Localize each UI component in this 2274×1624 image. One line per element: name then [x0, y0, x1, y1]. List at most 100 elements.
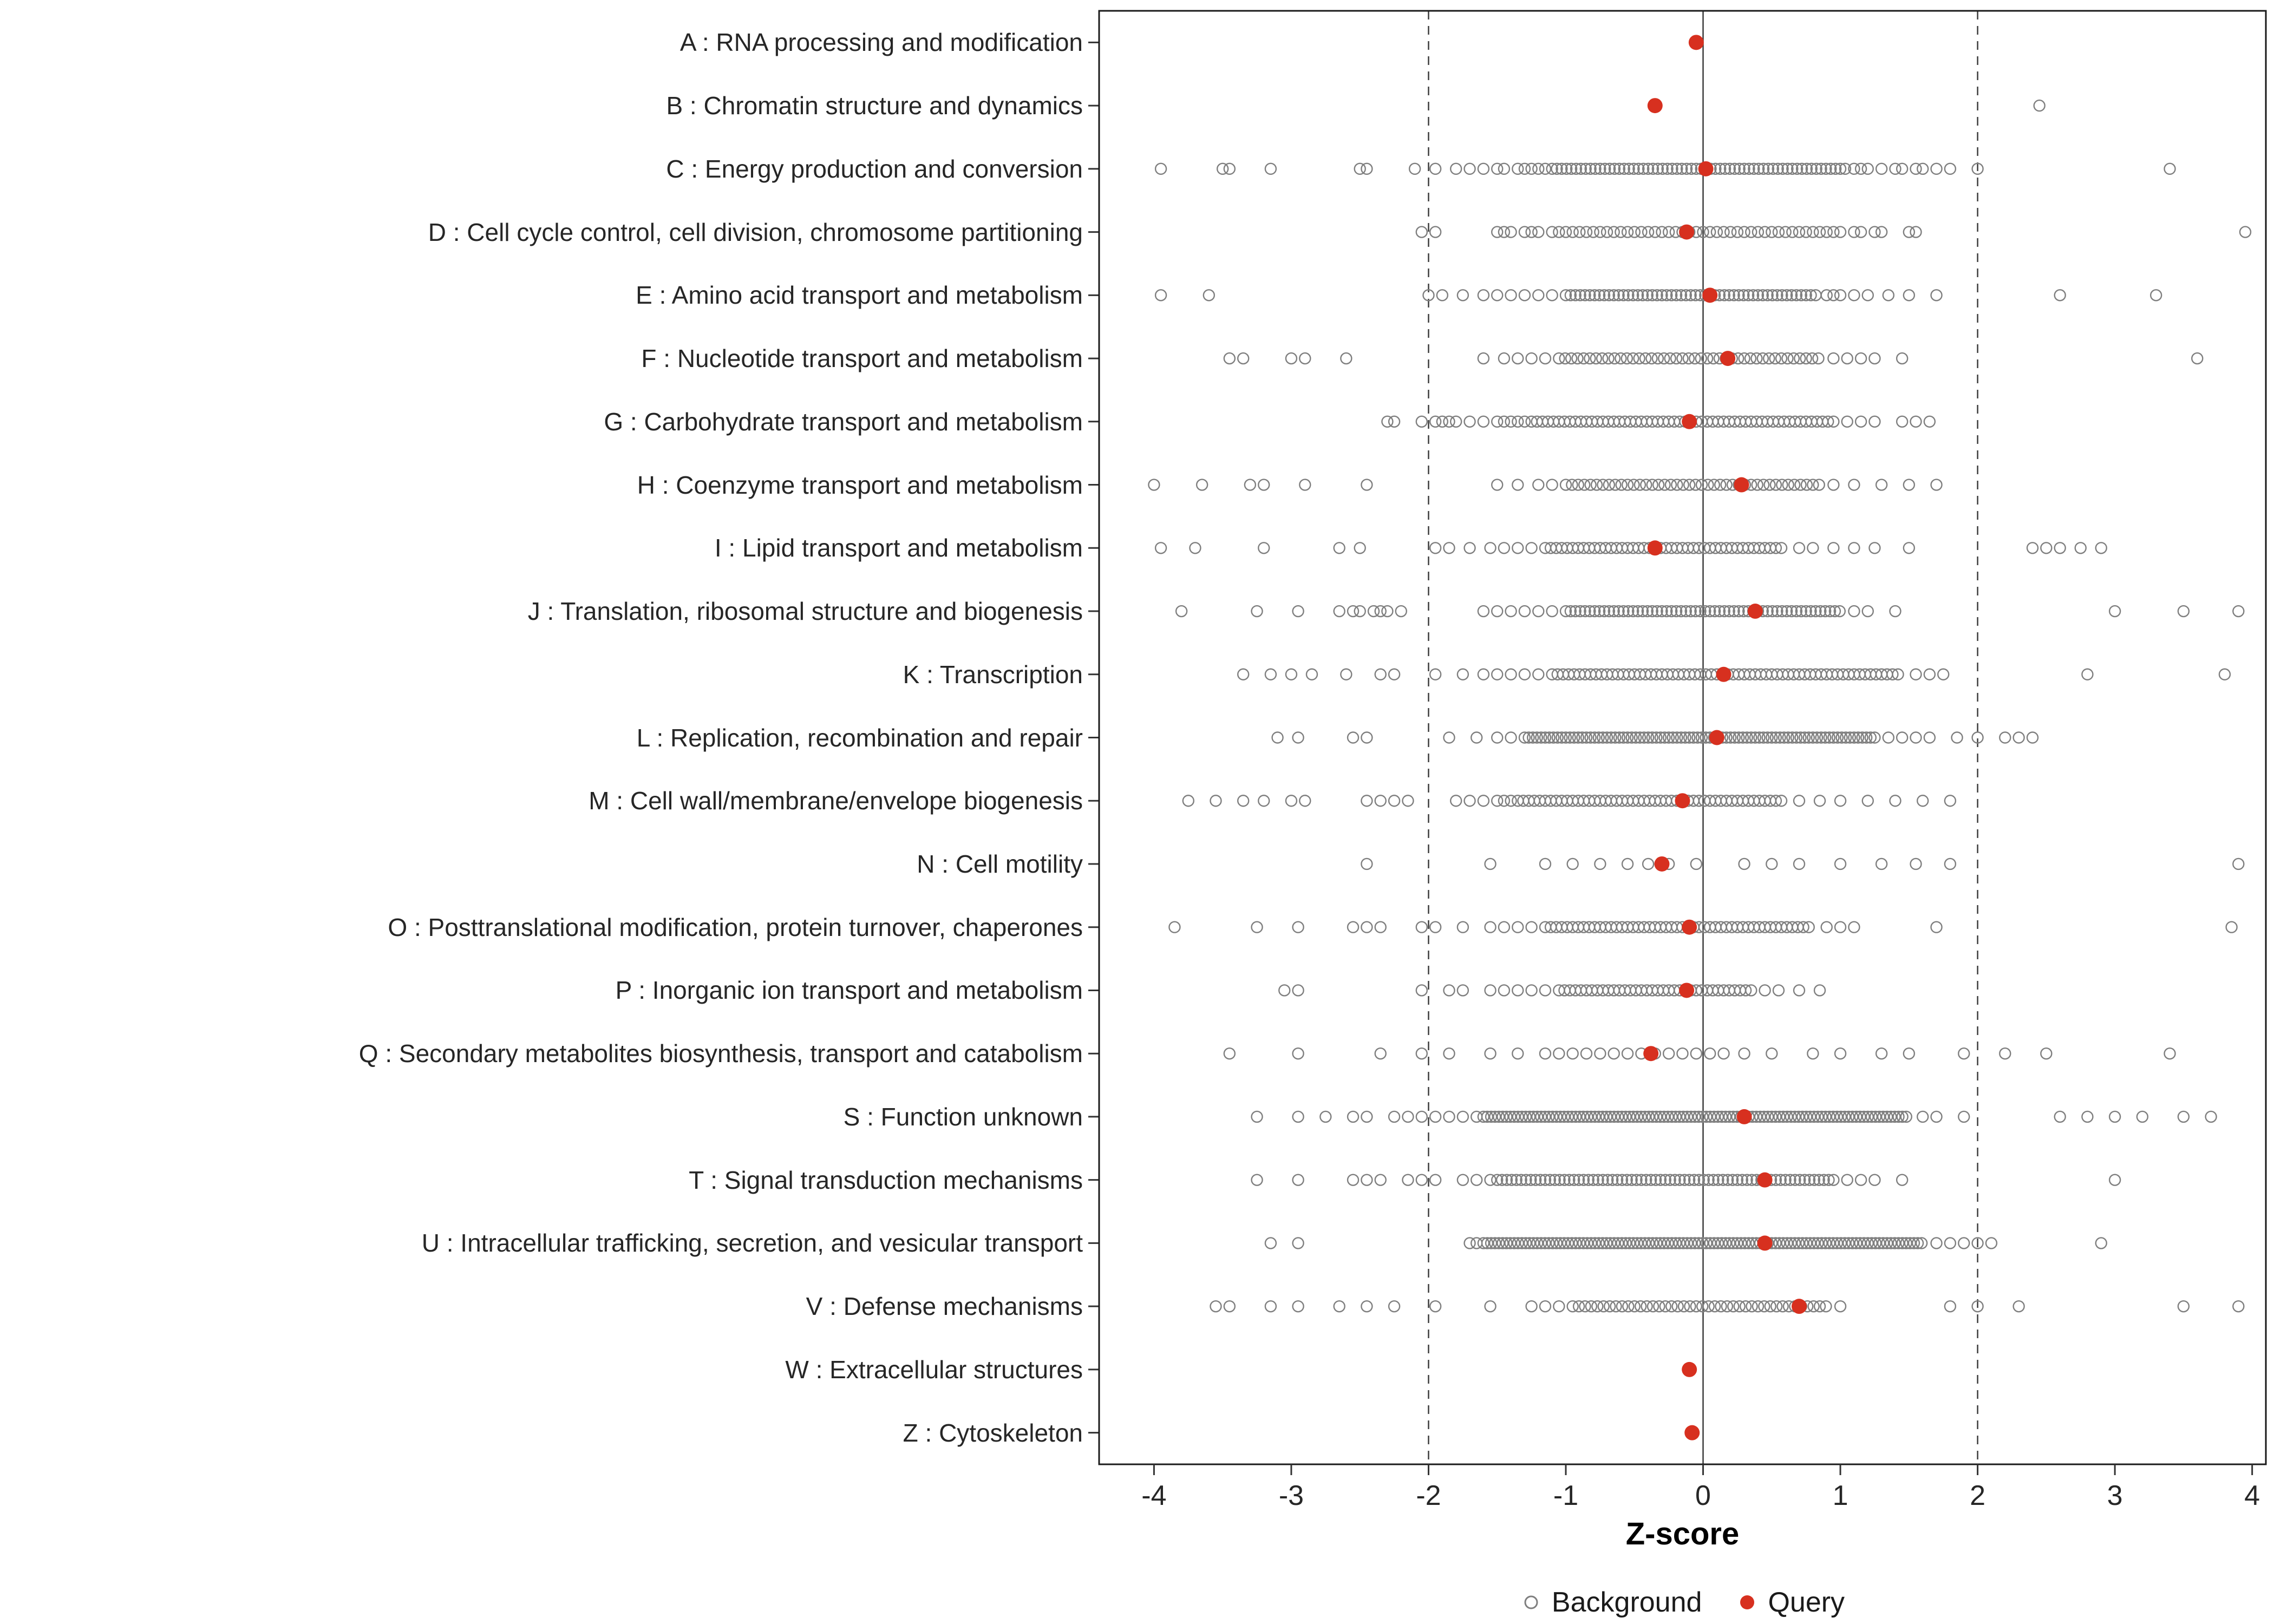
- background-point: [1896, 1110, 1909, 1123]
- background-point: [1635, 226, 1648, 238]
- background-point: [1333, 542, 1345, 554]
- background-point: [1554, 1110, 1567, 1123]
- background-point: [1781, 162, 1794, 175]
- background-point: [1838, 1110, 1851, 1123]
- background-point: [1785, 1110, 1797, 1123]
- background-point: [1738, 857, 1750, 870]
- background-point: [1815, 162, 1827, 175]
- background-point: [1340, 668, 1352, 680]
- background-point: [1842, 1110, 1855, 1123]
- background-point: [1584, 162, 1597, 175]
- background-point: [1436, 415, 1449, 428]
- background-point: [1689, 605, 1702, 618]
- background-point: [1646, 1300, 1659, 1313]
- background-point: [1574, 289, 1586, 302]
- background-point: [1627, 1237, 1639, 1249]
- background-point: [1858, 1237, 1870, 1249]
- background-point: [1766, 226, 1778, 238]
- background-point: [1910, 415, 1922, 428]
- background-point: [1646, 605, 1658, 618]
- background-point: [1564, 731, 1576, 744]
- background-point: [1594, 1047, 1606, 1060]
- background-point: [1361, 162, 1373, 175]
- background-point: [1589, 1110, 1601, 1123]
- background-point: [1719, 1237, 1732, 1249]
- background-point: [1148, 479, 1160, 491]
- background-point: [1361, 479, 1373, 491]
- background-point: [1639, 352, 1652, 365]
- background-point: [1559, 605, 1572, 618]
- background-point: [1354, 605, 1366, 618]
- background-point: [1512, 1110, 1524, 1123]
- background-point: [1806, 352, 1819, 365]
- background-point: [1546, 226, 1558, 238]
- background-point: [1539, 1237, 1551, 1249]
- background-point: [1861, 289, 1874, 302]
- background-point: [1804, 1110, 1816, 1123]
- background-point: [1485, 1110, 1498, 1123]
- background-point: [1477, 1110, 1490, 1123]
- background-point: [1546, 605, 1558, 618]
- background-point: [1574, 162, 1587, 175]
- background-point: [1572, 479, 1585, 491]
- background-point: [1182, 795, 1194, 807]
- background-point: [1415, 226, 1428, 238]
- background-point: [1875, 857, 1888, 870]
- background-point: [1361, 731, 1373, 744]
- background-point: [1512, 1047, 1524, 1060]
- background-point: [1695, 479, 1708, 491]
- background-point: [1539, 857, 1552, 870]
- background-point: [1617, 605, 1630, 618]
- background-point: [1682, 352, 1695, 365]
- background-point: [1484, 542, 1497, 554]
- background-point: [1535, 1110, 1547, 1123]
- background-point: [1570, 1110, 1582, 1123]
- background-point: [1573, 1110, 1586, 1123]
- background-point: [1869, 1237, 1882, 1249]
- background-point: [1693, 1110, 1705, 1123]
- background-point: [1916, 1110, 1929, 1123]
- background-point: [1704, 226, 1716, 238]
- background-point: [1292, 605, 1304, 618]
- background-point: [1858, 1110, 1870, 1123]
- background-point: [1766, 605, 1779, 618]
- background-point: [1693, 1237, 1705, 1249]
- background-point: [1491, 415, 1504, 428]
- background-point: [1834, 1047, 1847, 1060]
- background-point: [1547, 731, 1560, 744]
- background-point: [1754, 1110, 1767, 1123]
- background-point: [1776, 1300, 1789, 1313]
- background-point: [1559, 731, 1572, 744]
- background-point: [1590, 479, 1603, 491]
- background-point: [1824, 605, 1837, 618]
- background-point: [1505, 415, 1517, 428]
- background-point: [2040, 542, 2053, 554]
- background-point: [1690, 1300, 1703, 1313]
- background-point: [1769, 352, 1781, 365]
- background-point: [1813, 1174, 1825, 1186]
- background-point: [1834, 921, 1847, 933]
- category-label-U: U : Intracellular trafficking, secretion…: [421, 1229, 1083, 1258]
- background-point: [1527, 1110, 1540, 1123]
- background-point: [1611, 1174, 1624, 1186]
- background-point: [1777, 1237, 1789, 1249]
- background-point: [1834, 289, 1847, 302]
- background-point: [1650, 1110, 1663, 1123]
- background-point: [1251, 1174, 1263, 1186]
- background-point: [1752, 1300, 1765, 1313]
- background-point: [1505, 289, 1517, 302]
- background-point: [1896, 731, 1909, 744]
- background-point: [1251, 921, 1263, 933]
- background-point: [1848, 479, 1860, 491]
- background-point: [1594, 226, 1606, 238]
- background-point: [1402, 1110, 1414, 1123]
- background-point: [1616, 1110, 1628, 1123]
- background-point: [1770, 1300, 1783, 1313]
- background-point: [1216, 162, 1229, 175]
- category-label-K: K : Transcription: [903, 660, 1083, 689]
- background-point: [1779, 1174, 1792, 1186]
- background-point: [1689, 479, 1702, 491]
- background-point: [1699, 605, 1711, 618]
- background-point: [1402, 795, 1414, 807]
- background-point: [1532, 162, 1545, 175]
